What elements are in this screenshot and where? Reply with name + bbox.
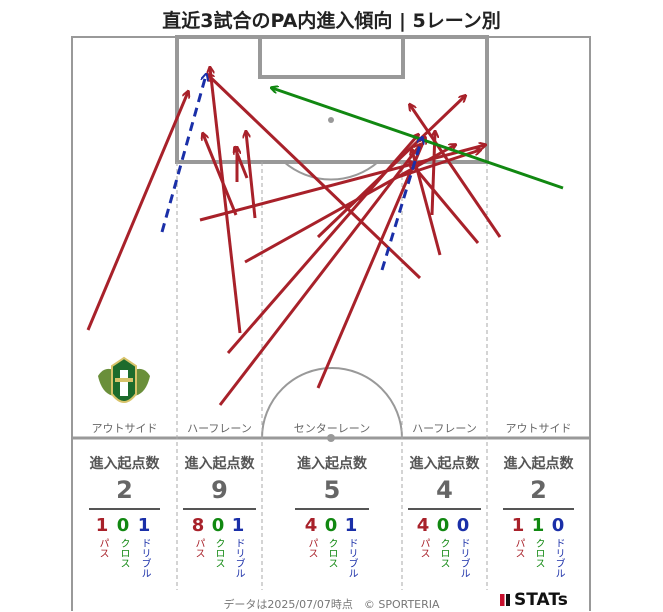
pass-caption: パス [306,538,317,558]
lane-label-left-halfspace: ハーフレーン [187,422,252,435]
pass-count: 8 [191,515,205,536]
dribble-count: 1 [137,515,151,536]
dribble-arrow [160,75,206,233]
pass-arrow [199,145,485,222]
entry-count-total: 2 [116,476,133,504]
entry-count-header: 進入起点数 [89,456,160,472]
entry-count-total: 9 [211,476,228,504]
pass-arrow [410,162,480,244]
dribble-count: 1 [344,515,358,536]
pass-arrow [218,145,420,406]
pass-caption: パス [513,538,524,558]
center-circle [261,367,403,439]
dribble-arrow [380,138,422,271]
entry-count-total: 4 [436,476,453,504]
stat-divider [503,508,574,510]
penalty-spot [328,117,334,123]
dribble-caption: ドリブル [139,538,150,578]
data-date-footer: データは2025/07/07時点 © SPORTERIA [223,598,440,611]
brand-logo: STATs [500,590,568,610]
cross-count: 1 [531,515,545,536]
pass-count: 4 [304,515,318,536]
pass-arrow [316,138,425,389]
pass-arrow [316,96,465,239]
stat-divider [408,508,481,510]
center-spot [327,434,335,442]
club-crest-icon [98,356,150,403]
cross-count: 0 [211,515,225,536]
entry-count-header: 進入起点数 [503,456,574,472]
cross-caption: クロス [118,538,129,568]
pass-arrow [86,92,188,331]
cross-count: 0 [436,515,450,536]
penalty-area [175,35,489,164]
dribble-caption: ドリブル [458,538,469,578]
pass-arrow [244,145,455,264]
dribble-caption: ドリブル [346,538,357,578]
dribble-caption: ドリブル [233,538,244,578]
stat-divider [295,508,369,510]
stat-divider [89,508,160,510]
pass-count: 1 [95,515,109,536]
pass-caption: パス [418,538,429,558]
cross-caption: クロス [533,538,544,568]
entry-count-header: 進入起点数 [184,456,255,472]
pass-arrow [246,132,257,219]
cross-caption: クロス [326,538,337,568]
cross-count: 0 [324,515,338,536]
cross-caption: クロス [438,538,449,568]
goal-area [258,35,405,79]
entry-count-header: 進入起点数 [297,456,367,472]
pass-arrow [430,132,435,216]
dribble-count: 0 [551,515,565,536]
entry-count-total: 5 [323,476,341,504]
pass-arrow [235,148,249,179]
brand-name: STATs [514,590,568,610]
pass-caption: パス [97,538,108,558]
pass-caption: パス [193,538,204,558]
stats-logo-icon [500,594,510,606]
pass-count: 4 [416,515,430,536]
cross-count: 0 [116,515,130,536]
lane-label-left-outside: アウトサイド [91,422,158,435]
cross-caption: クロス [213,538,224,568]
lane-label-right-outside: アウトサイド [505,422,572,435]
stat-divider [183,508,256,510]
entry-arrows [86,68,564,406]
lane-label-center: センターレーン [293,422,371,435]
entry-count-header: 進入起点数 [409,456,480,472]
dribble-count: 0 [456,515,470,536]
penalty-arc [283,161,379,181]
lane-label-right-halfspace: ハーフレーン [412,422,477,435]
pass-arrow [412,150,442,256]
chart-title: 直近3試合のPA内進入傾向 | 5レーン別 [162,10,501,32]
pass-arrow [210,68,242,334]
dribble-caption: ドリブル [553,538,564,578]
pass-count: 1 [511,515,525,536]
pass-arrow [410,105,502,238]
pass-arrow [203,134,238,216]
dribble-count: 1 [231,515,245,536]
pass-arrow [208,75,422,280]
entry-count-total: 2 [530,476,547,504]
lane-dividers [176,162,488,590]
